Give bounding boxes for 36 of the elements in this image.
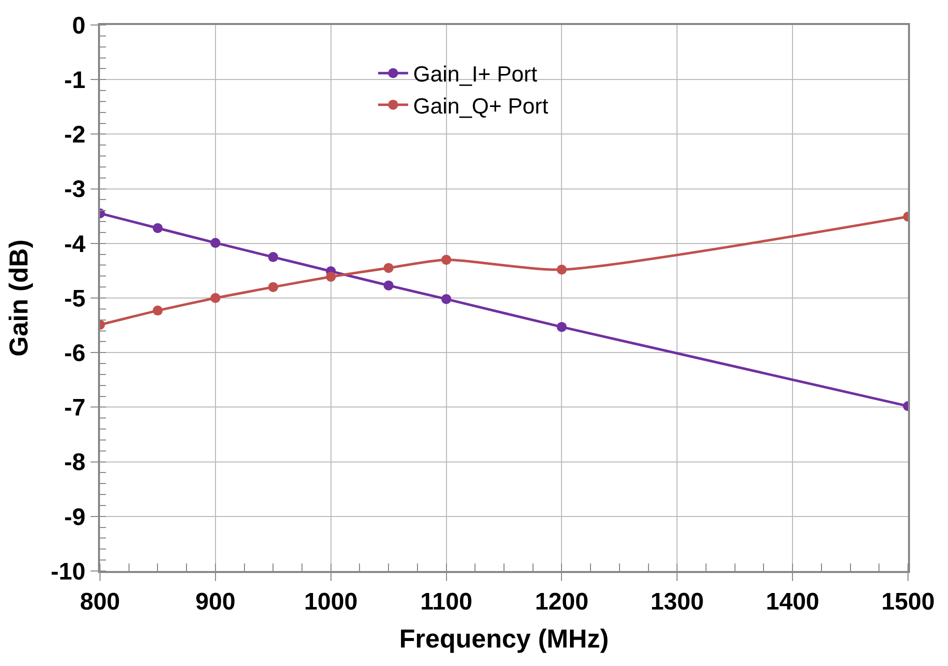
legend-label: Gain_Q+ Port [413, 93, 548, 118]
y-tick-label: -5 [64, 285, 86, 312]
point [210, 293, 220, 303]
y-tick-label: -1 [64, 67, 86, 94]
y-tick-label: -9 [64, 504, 86, 531]
x-tick-label: 1100 [420, 588, 472, 616]
y-tick-label: 0 [72, 12, 86, 40]
y-tick-label: -4 [64, 230, 86, 258]
y-tick-label: -6 [64, 340, 86, 367]
y-tick-label: -7 [64, 394, 86, 422]
point [556, 322, 567, 332]
x-tick-label: 1300 [650, 588, 704, 616]
point [268, 252, 278, 262]
x-tick-label: 1200 [535, 588, 588, 616]
point [326, 272, 336, 282]
legend-label: Gain_I+ Port [413, 62, 538, 87]
y-tick-label: -8 [64, 449, 86, 476]
y-tick-label: -10 [50, 558, 86, 586]
x-tick-label: 800 [80, 588, 120, 616]
point [384, 262, 394, 273]
x-axis-title: Frequency (MHz) [399, 624, 609, 654]
y-tick-label: -2 [64, 122, 86, 149]
x-tick-label: 1000 [304, 588, 358, 616]
x-tick-label: 900 [195, 588, 236, 616]
point [268, 282, 278, 292]
point [556, 264, 567, 275]
y-tick-label: -3 [64, 176, 86, 204]
y-axis-title: Gain (dB) [4, 240, 34, 356]
point [152, 306, 163, 316]
x-tick-label: 1500 [881, 588, 935, 616]
point [441, 254, 452, 265]
point [441, 294, 452, 304]
point [152, 223, 163, 234]
point [384, 280, 394, 290]
x-tick-label: 1400 [766, 588, 820, 616]
point [210, 238, 220, 248]
